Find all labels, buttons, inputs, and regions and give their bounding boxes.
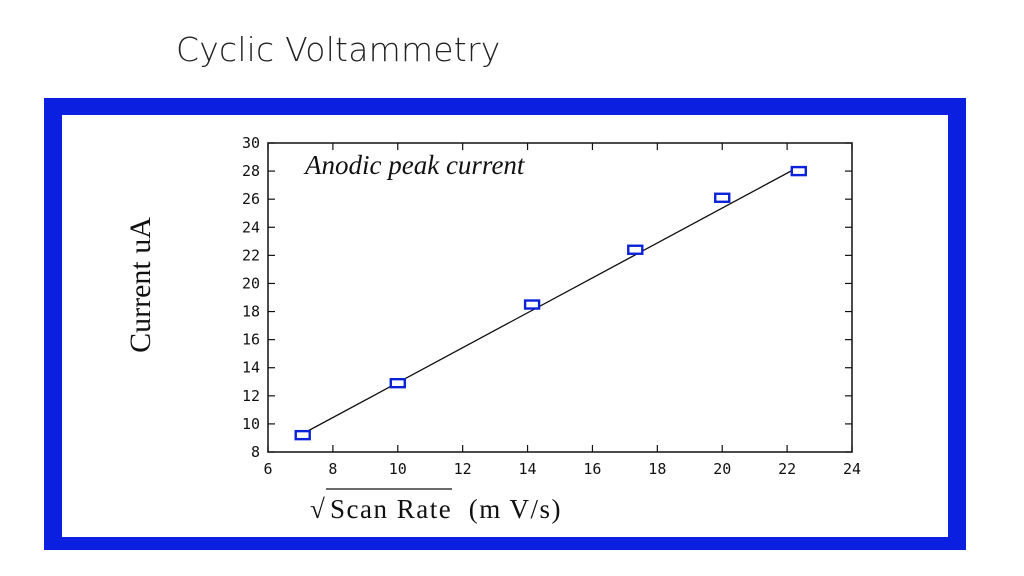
- y-tick-label: 24: [242, 218, 260, 236]
- x-tick-label: 18: [648, 460, 666, 478]
- x-axis-label: Scan Rate (m V/s): [330, 494, 562, 524]
- y-tick-label: 26: [242, 190, 260, 208]
- x-tick-label: 16: [583, 460, 601, 478]
- data-point: [294, 429, 311, 441]
- x-axis: 6 8 10 12 14 16 18 20 22 24: [263, 143, 861, 478]
- data-point: [627, 244, 644, 255]
- y-tick-label: 10: [242, 415, 260, 433]
- y-tick-label: 28: [242, 162, 260, 180]
- chart-title: Anodic peak current: [303, 150, 526, 180]
- chart-frame: [62, 115, 948, 537]
- y-tick-label: 18: [242, 303, 260, 321]
- x-tick-label: 10: [389, 460, 407, 478]
- x-tick-label: 22: [778, 460, 796, 478]
- data-point: [389, 377, 406, 389]
- y-tick-label: 8: [251, 443, 260, 461]
- x-tick-label: 20: [713, 460, 731, 478]
- data-point: [790, 165, 807, 177]
- y-tick-label: 30: [242, 134, 260, 152]
- y-tick-label: 16: [242, 331, 260, 349]
- y-tick-label: 14: [242, 359, 260, 377]
- x-tick-label: 8: [328, 460, 337, 478]
- slide-title: Cyclic Voltammetry: [176, 30, 501, 69]
- y-tick-label: 12: [242, 387, 260, 405]
- data-point: [714, 192, 731, 203]
- y-tick-label: 22: [242, 246, 260, 264]
- y-tick-label: 20: [242, 274, 260, 292]
- sqrt-symbol: √: [310, 494, 326, 524]
- fit-line: [302, 166, 800, 435]
- y-axis: 8 10 12 14 16 18 20 22 24 26 28 30: [242, 134, 852, 461]
- fit-line-group: [302, 166, 800, 435]
- x-tick-label: 6: [263, 460, 272, 478]
- y-axis-label: Current uA: [124, 217, 157, 353]
- x-tick-label: 12: [454, 460, 472, 478]
- data-point: [523, 299, 541, 310]
- x-axis-label-group: √ Scan Rate (m V/s): [310, 488, 562, 524]
- x-tick-label: 24: [843, 460, 861, 478]
- plot-border: [267, 142, 853, 453]
- data-points: [294, 165, 807, 441]
- x-tick-label: 14: [519, 460, 537, 478]
